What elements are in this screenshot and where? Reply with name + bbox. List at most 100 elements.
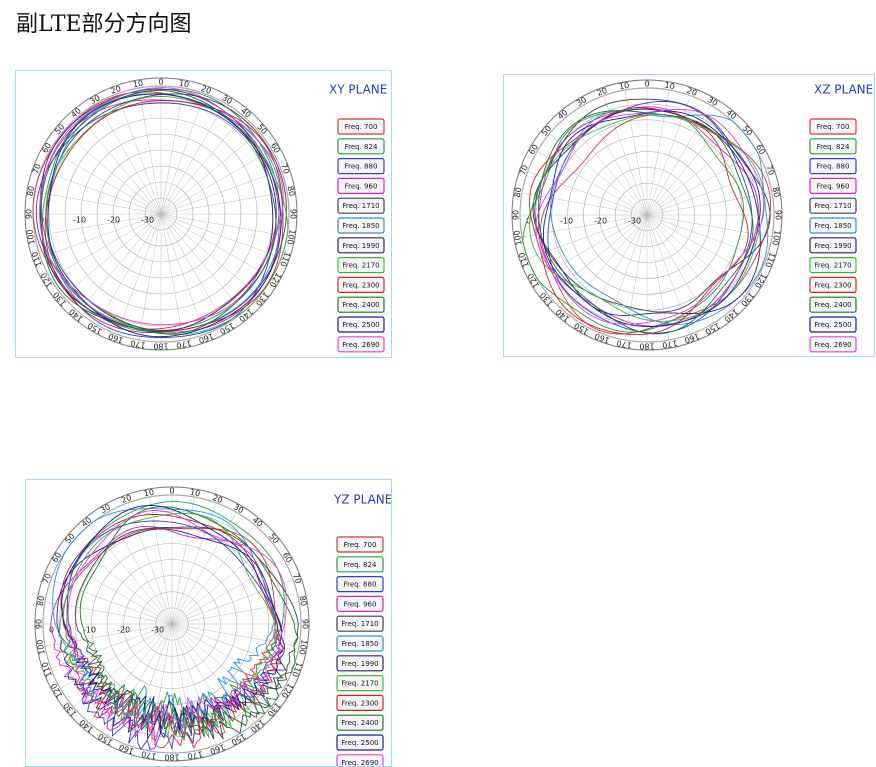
legend-box (337, 296, 385, 313)
legend-box (809, 257, 857, 274)
pattern-trace (59, 512, 277, 740)
angle-label: 130 (62, 701, 79, 718)
angle-label: 170 (187, 749, 204, 761)
angle-label: 30 (99, 502, 112, 515)
angle-label: 20 (685, 86, 698, 98)
angle-label: 80 (26, 185, 37, 197)
legend-box (336, 595, 384, 613)
legend-label: Freq. 1990 (814, 242, 851, 250)
grid-spoke (521, 192, 648, 216)
angle-label: 80 (36, 595, 47, 607)
legend-label: Freq. 1710 (342, 202, 379, 210)
angle-label: 20 (200, 84, 213, 96)
ring-label: -30 (141, 216, 154, 225)
angle-label: 20 (110, 84, 123, 96)
angle-label: 60 (281, 551, 294, 564)
angle-label: 90 (512, 210, 521, 220)
legend-label: Freq. 700 (817, 123, 850, 131)
angle-label: 90 (289, 209, 298, 219)
angle-label: 60 (50, 551, 63, 564)
page-title: 副LTE部分方向图 (16, 12, 192, 37)
pattern-trace (540, 114, 772, 335)
grid-spoke (160, 115, 244, 215)
grid-spoke (160, 213, 184, 341)
legend-box (337, 217, 385, 234)
legend-box (336, 734, 384, 751)
angle-label: 10 (618, 81, 630, 92)
legend-box (336, 655, 384, 672)
grid-spoke (160, 213, 244, 313)
grid-spoke (149, 496, 173, 625)
grid-spoke (160, 87, 184, 215)
grid-spoke (583, 214, 648, 326)
angle-label: 160 (107, 331, 124, 345)
legend-box (337, 257, 385, 274)
angle-label: 50 (540, 124, 553, 138)
angle-label: 180 (164, 753, 179, 762)
legend-label: Freq. 2690 (342, 341, 379, 349)
angle-label: 100 (770, 229, 782, 246)
legend-box (336, 556, 384, 573)
grid-spoke (171, 601, 300, 625)
grid-spoke (646, 133, 745, 216)
ring-label: -10 (560, 217, 573, 226)
legend-box (809, 118, 857, 135)
panel-title: XZ PLANE (814, 83, 873, 97)
grid-spoke (44, 601, 173, 625)
grid-spoke (646, 192, 773, 216)
grid-spoke (646, 151, 758, 216)
angle-label: 120 (49, 682, 64, 700)
legend-box (336, 615, 384, 632)
legend-box (337, 276, 385, 293)
grid-spoke (160, 213, 226, 325)
pattern-trace (529, 107, 749, 336)
angle-label: 150 (97, 731, 115, 746)
pattern-trace (39, 87, 284, 326)
angle-label: 110 (40, 661, 54, 678)
angle-label: 20 (211, 493, 224, 505)
legend-label: Freq. 2400 (814, 301, 851, 309)
outer-ring (34, 486, 310, 762)
grid-spoke (160, 191, 288, 215)
angle-label: 30 (88, 93, 101, 106)
angle-label: 60 (527, 143, 540, 156)
angle-label: 80 (298, 595, 309, 607)
angle-label: 160 (118, 742, 135, 756)
legend-box (336, 675, 384, 692)
legend-box (336, 694, 384, 711)
angle-label: 100 (35, 639, 47, 656)
legend-label: Freq. 2690 (814, 341, 851, 349)
angle-label: 70 (518, 164, 530, 177)
legend-label: Freq. 1990 (342, 242, 379, 250)
legend-label: Freq. 1710 (341, 620, 378, 628)
grid-spoke (138, 213, 162, 341)
grid-spoke (50, 149, 162, 215)
grid-spoke (646, 214, 711, 326)
grid-spoke (521, 214, 648, 238)
angle-label: 120 (279, 682, 294, 700)
legend-label: Freq. 2300 (341, 699, 378, 707)
angle-label: 170 (130, 338, 147, 350)
angle-label: 170 (141, 749, 158, 761)
grid-spoke (40, 213, 162, 259)
grid-spoke (646, 171, 767, 216)
legend-label: Freq. 2300 (342, 281, 379, 289)
legend-label: Freq. 960 (345, 182, 378, 190)
legend-box (336, 754, 384, 766)
angle-label: 120 (753, 272, 768, 290)
legend-box (337, 336, 385, 353)
legend-label: Freq. 1990 (341, 660, 378, 668)
legend-box (336, 536, 384, 553)
angle-label: 40 (556, 108, 570, 121)
pattern-trace (538, 106, 759, 327)
angle-label: 150 (573, 321, 591, 336)
ring-label: -10 (73, 216, 86, 225)
angle-label: 70 (764, 164, 776, 177)
pattern-trace (74, 526, 299, 741)
grid-spoke (171, 623, 237, 736)
legend-label: Freq. 2500 (341, 739, 378, 747)
panel-title: YZ PLANE (333, 493, 392, 507)
grid-spoke (88, 623, 173, 723)
